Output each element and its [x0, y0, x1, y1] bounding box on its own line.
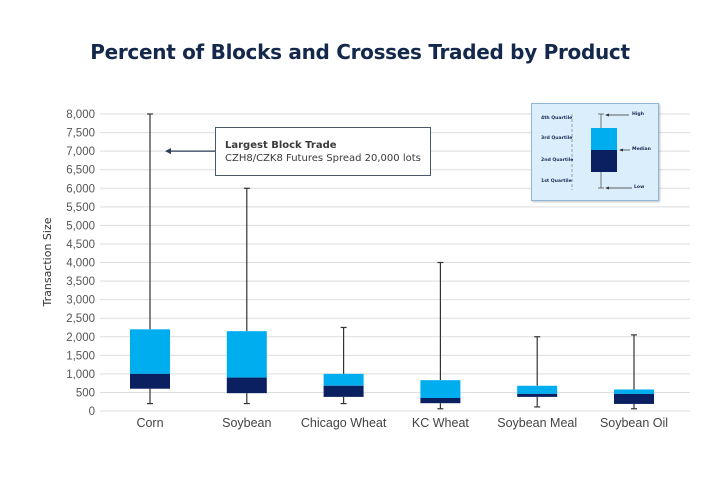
box-kc-wheat	[420, 261, 461, 410]
y-tick-label: 5,000	[66, 220, 95, 232]
box-lower-quartile	[323, 385, 364, 397]
annotation-box: Largest Block Trade CZH8/CZK8 Futures Sp…	[215, 127, 431, 176]
y-tick-label: 6,500	[66, 165, 95, 177]
y-tick-label: 5,500	[66, 202, 95, 214]
legend-graphic	[571, 113, 632, 190]
legend-high-arrowhead	[605, 113, 609, 117]
y-tick-label: 7,000	[66, 146, 95, 158]
legend-upper-box	[591, 128, 617, 150]
legend-median-arrowhead	[619, 148, 623, 152]
legend-label-median: Median	[632, 147, 651, 152]
y-tick-label: 8,000	[66, 109, 95, 121]
annotation-title: Largest Block Trade	[225, 140, 337, 151]
y-tick-label: 2,000	[66, 332, 95, 344]
box-corn	[130, 113, 170, 405]
legend-low-arrowhead	[605, 186, 609, 190]
x-category-label: Soybean Oil	[600, 416, 668, 430]
x-category-label: Chicago Wheat	[301, 416, 387, 430]
annotation-arrow-head	[165, 148, 171, 155]
x-category-label: KC Wheat	[412, 416, 469, 430]
legend-lower-box	[591, 150, 617, 172]
box-upper-quartile	[420, 380, 461, 399]
y-tick-label: 3,500	[66, 276, 95, 288]
legend-label-low: Low	[634, 185, 645, 190]
box-soybean-oil	[614, 334, 654, 410]
legend-label-high: High	[632, 112, 644, 117]
box-upper-quartile	[130, 329, 170, 374]
y-tick-label: 6,000	[66, 183, 95, 195]
box-lower-quartile	[614, 393, 654, 404]
legend-inset: 4th Quartile 3rd Quartile 2nd Quartile 1…	[531, 103, 659, 201]
legend-label-q2: 2nd Quartile	[541, 158, 574, 163]
box-upper-quartile	[323, 373, 364, 386]
box-soybean-meal	[517, 336, 558, 408]
box-upper-quartile	[614, 389, 654, 394]
x-category-label: Soybean	[222, 416, 271, 430]
box-lower-quartile	[226, 377, 267, 394]
x-category-label: Corn	[136, 416, 163, 430]
annotation-arrow	[165, 148, 215, 155]
box-lower-quartile	[130, 373, 170, 389]
y-tick-label: 1,500	[66, 350, 95, 362]
legend-label-q4: 4th Quartile	[541, 116, 573, 121]
y-tick-label: 7,500	[66, 128, 95, 140]
y-tick-label: 2,500	[66, 313, 95, 325]
y-tick-label: 4,500	[66, 239, 95, 251]
box-lower-quartile	[420, 398, 461, 404]
y-tick-label: 1,000	[66, 369, 95, 381]
y-tick-label: 4,000	[66, 258, 95, 270]
box-upper-quartile	[517, 385, 558, 394]
box-upper-quartile	[226, 331, 267, 378]
box-soybean	[226, 187, 267, 405]
legend-label-q3: 3rd Quartile	[541, 136, 573, 141]
y-axis-ticks: 0 500 1,000 1,500 2,000 2,500 3,000 3,500 4,000 4…	[66, 109, 95, 418]
legend-label-q1: 1st Quartile	[541, 179, 572, 184]
box-lower-quartile	[517, 393, 558, 397]
box-series	[130, 113, 654, 410]
x-category-label: Soybean Meal	[497, 416, 577, 430]
y-tick-label: 3,000	[66, 295, 95, 307]
y-axis-title: Transaction Size	[41, 217, 54, 307]
y-tick-label: 0	[89, 406, 95, 418]
x-axis-categories: Corn Soybean Chicago Wheat KC Wheat Soybean …	[136, 416, 668, 430]
box-chicago-wheat	[323, 326, 364, 405]
y-tick-label: 500	[76, 387, 95, 399]
chart-title: Percent of Blocks and Crosses Traded by …	[90, 40, 630, 64]
annotation-text: CZH8/CZK8 Futures Spread 20,000 lots	[225, 153, 421, 164]
